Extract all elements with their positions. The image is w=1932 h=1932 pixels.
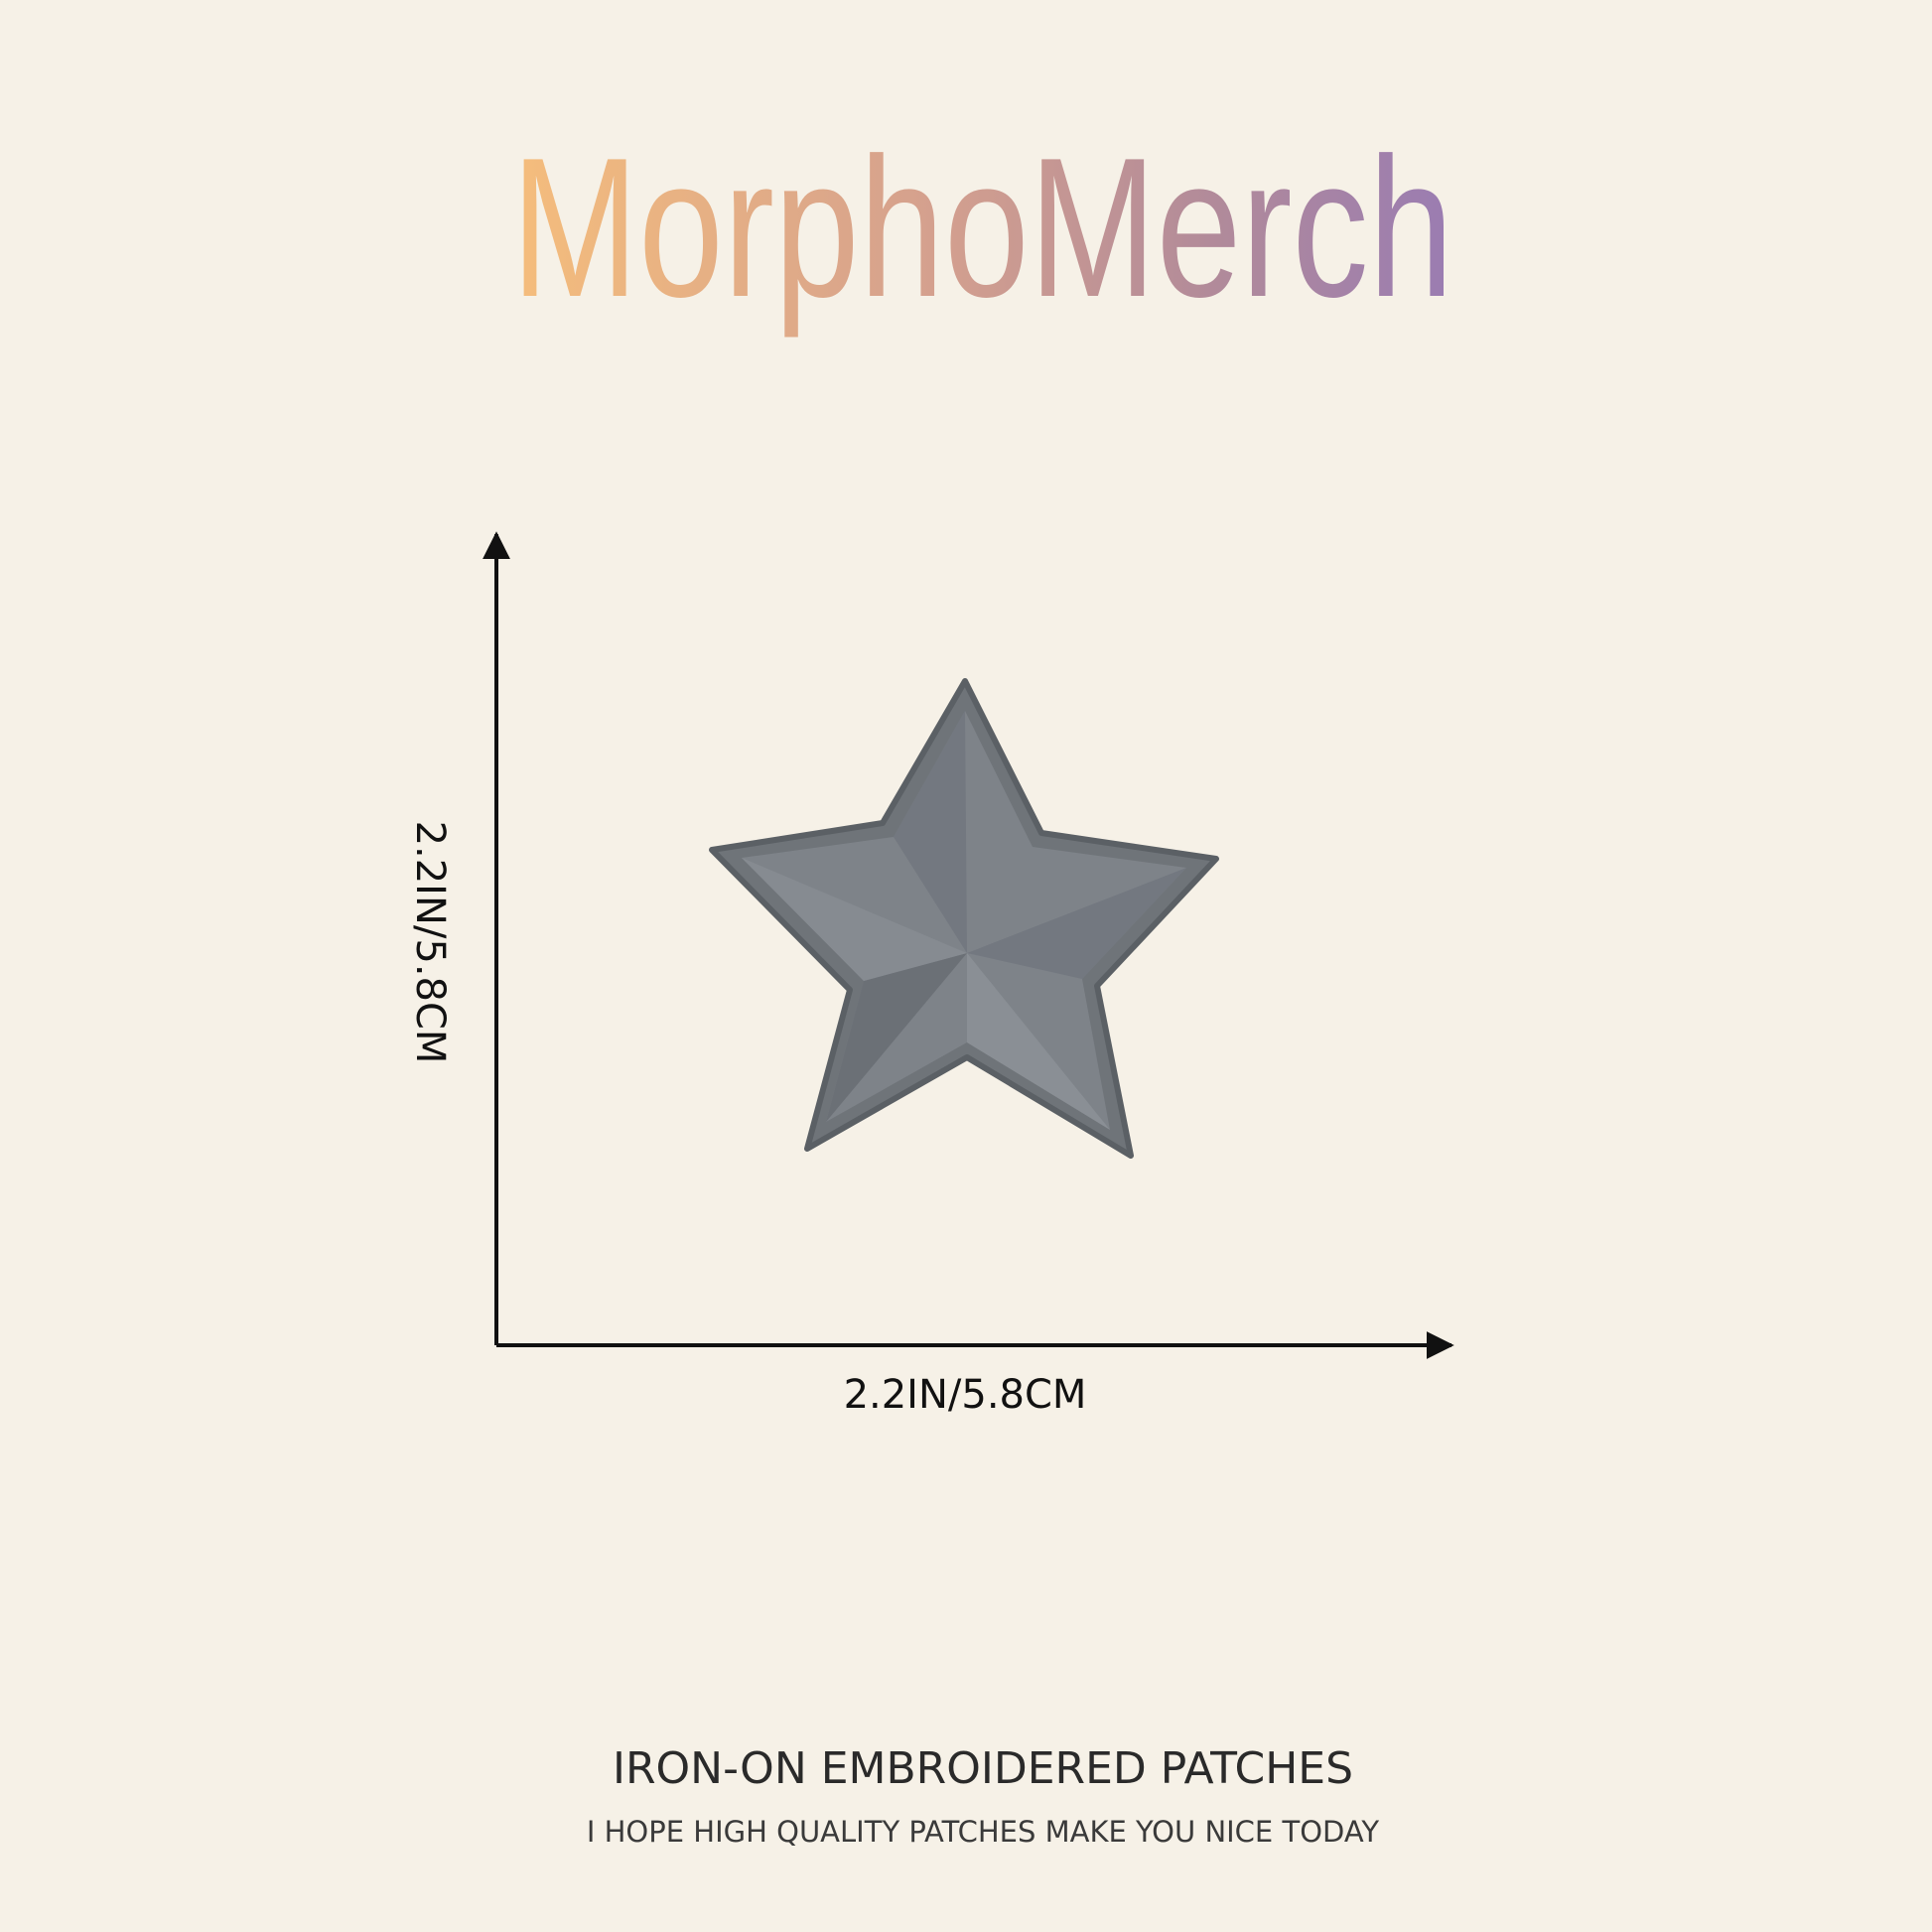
tagline: I HOPE HIGH QUALITY PATCHES MAKE YOU NIC… [587,1815,1380,1849]
height-label: 2.2IN/5.8CM [407,821,453,1064]
star-patch [709,678,1219,1159]
width-label: 2.2IN/5.8CM [844,1372,1087,1418]
brand-logo: MorphoMerch [511,117,1453,339]
product-title: IRON-ON EMBROIDERED PATCHES [613,1743,1353,1794]
